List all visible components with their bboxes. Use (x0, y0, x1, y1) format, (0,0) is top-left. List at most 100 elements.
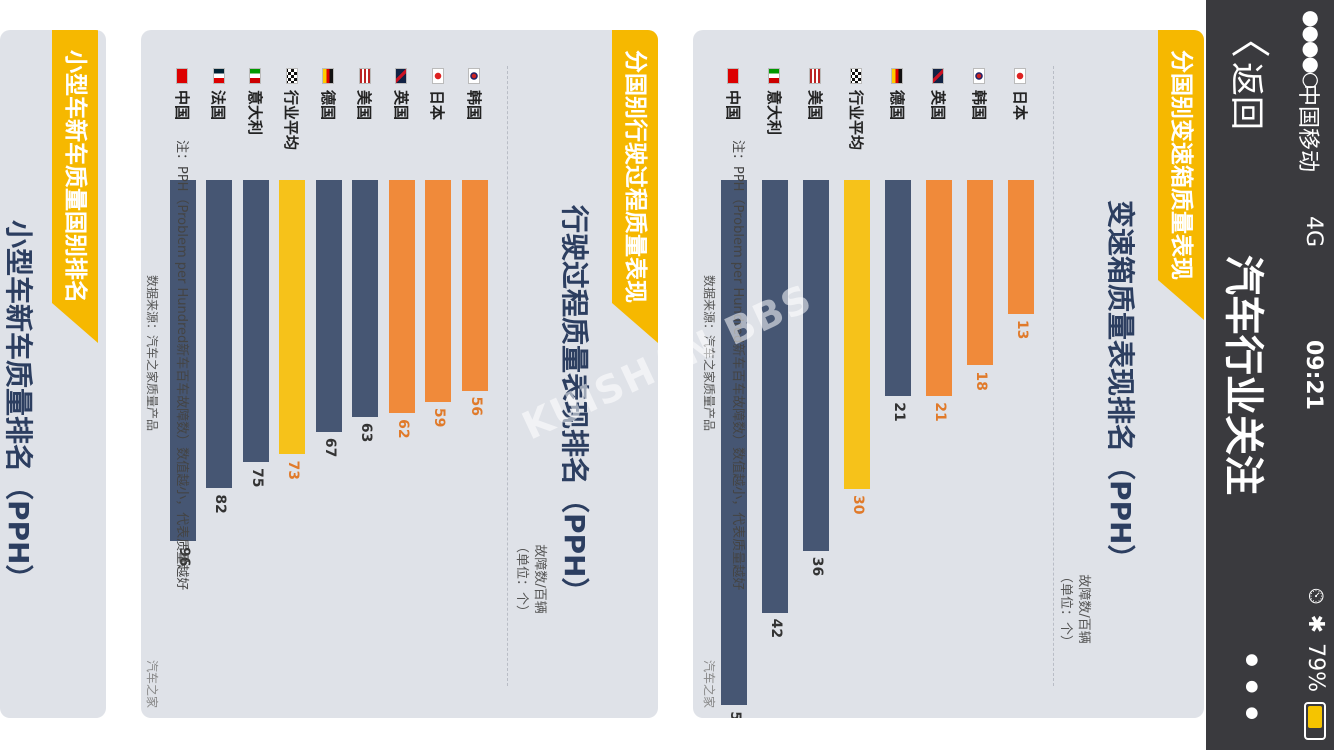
flag-icon (395, 68, 408, 84)
chart-title: 小型车新车质量排名（PPH） (2, 220, 35, 593)
category-name: 行业平均 (282, 90, 301, 151)
bar-value-label: 36 (809, 556, 825, 577)
more-icon[interactable]: ••• (1227, 648, 1273, 728)
category-name: 日本 (1011, 90, 1029, 121)
category-label: 行业平均 (282, 68, 303, 150)
category-name: 英国 (392, 90, 410, 121)
category-name: 法国 (209, 90, 228, 121)
category-label: 韩国 (969, 68, 990, 120)
bar-value-label: 51 (727, 711, 743, 718)
battery-icon (1304, 702, 1327, 740)
bar-value-label: 56 (468, 396, 484, 417)
bar-value-label: 30 (850, 495, 866, 515)
battery-percent: 79% (1303, 643, 1328, 692)
brand-label: 汽车之家 (145, 660, 159, 709)
bar-value-label: 13 (1014, 319, 1030, 340)
flag-icon (322, 68, 335, 84)
category-name: 美国 (355, 90, 374, 121)
chart-card-small-car: 小型车新车质量国别排名 小型车新车质量排名（PPH） (0, 30, 106, 718)
page-title: 汽车行业关注 (1220, 255, 1266, 495)
flag-icon (932, 68, 945, 84)
data-source: 数据来源：汽车之家质量产品 (145, 275, 159, 432)
category-name: 意大利 (246, 90, 264, 136)
bar (803, 180, 829, 551)
category-label: 德国 (887, 68, 908, 120)
flag-icon (768, 68, 781, 84)
bar (279, 180, 306, 455)
bar (243, 180, 269, 462)
bar-value-label: 21 (932, 402, 948, 422)
flag-icon (432, 68, 444, 84)
bar-value-label: 82 (212, 494, 229, 514)
category-name: 德国 (319, 90, 337, 121)
bar (462, 180, 488, 391)
bar (926, 180, 952, 397)
flag-icon (1014, 68, 1027, 84)
bar (1008, 180, 1034, 314)
category-label: 日本 (428, 68, 449, 120)
bar (206, 180, 233, 489)
bar-value-label: 59 (431, 407, 448, 428)
category-label: 德国 (318, 68, 339, 120)
chart-card-driving: 分国别行驶过程质量表现 行驶过程质量表现排名（PPH） 故障数/百辆 （单位：个） 韩国… (141, 30, 658, 718)
bar (316, 180, 342, 432)
unit-label: 故障数/百辆 （单位：个） (1056, 570, 1092, 648)
category-name: 中国 (173, 90, 191, 121)
category-name: 意大利 (765, 90, 783, 136)
bar-value-label: 18 (973, 371, 989, 391)
unit-line: （单位：个） (1058, 570, 1073, 649)
category-label: 法国 (209, 68, 230, 120)
category-name: 德国 (888, 90, 906, 121)
bar (425, 180, 452, 402)
bluetooth-icon: ✱ (1303, 614, 1328, 634)
flag-icon (727, 68, 740, 84)
brand-label: 汽车之家 (702, 660, 716, 709)
bar (389, 180, 415, 414)
unit-line: 故障数/百辆 (532, 544, 547, 614)
bar (885, 180, 911, 397)
category-name: 韩国 (465, 90, 483, 121)
category-label: 英国 (928, 68, 949, 120)
bar-value-label: 42 (768, 618, 784, 639)
chart-note: 注：PPH（Problem per Hundred新车百车故障数）数值越小，代表… (174, 140, 189, 591)
bar (352, 180, 379, 417)
card-banner: 分国别行驶过程质量表现 (612, 30, 658, 303)
bar-value-label: 67 (322, 437, 338, 458)
category-label: 中国 (723, 68, 744, 120)
nav-bar: 〈 返回 汽车行业关注 ••• (1206, 0, 1294, 750)
bar-value-label: 63 (358, 422, 375, 443)
flag-icon (468, 68, 481, 84)
flag-icon (359, 68, 371, 84)
category-name: 英国 (929, 90, 947, 121)
flag-icon (891, 68, 904, 84)
category-label: 意大利 (764, 68, 785, 135)
bar (967, 180, 993, 366)
category-label: 中国 (172, 68, 193, 120)
card-banner: 小型车新车质量国别排名 (52, 30, 98, 303)
flag-icon (809, 68, 822, 84)
category-label: 意大利 (245, 68, 266, 135)
category-label: 日本 (1010, 68, 1031, 120)
bar (762, 180, 788, 613)
app-header: ●●●●○ 中国移动 4G 09:21 ⏲ ✱ 79% 〈 返回 汽车行业关注 … (1206, 0, 1334, 750)
category-label: 行业平均 (846, 68, 867, 150)
category-label: 韩国 (464, 68, 485, 120)
bar-value-label: 73 (285, 460, 302, 480)
category-name: 日本 (428, 90, 447, 121)
category-name: 美国 (806, 90, 824, 121)
divider (507, 66, 508, 686)
chart-card-transmission: 分国别变速箱质量表现 变速箱质量表现排名（PPH） 故障数/百辆 （单位：个） 日本 13… (693, 30, 1204, 718)
alarm-icon: ⏲ (1303, 587, 1328, 605)
flag-icon (286, 68, 298, 84)
flag-icon (249, 68, 262, 84)
category-label: 美国 (355, 68, 376, 120)
unit-line: 故障数/百辆 (1076, 574, 1091, 644)
category-name: 中国 (724, 90, 742, 121)
bar-value-label: 62 (395, 419, 411, 439)
unit-label: 故障数/百辆 （单位：个） (512, 540, 548, 618)
flag-icon (213, 68, 225, 84)
chart-note: 注：PPH（Problem per Hundred新车百车故障数）数值越小，代表… (730, 140, 745, 591)
flag-icon (850, 68, 863, 84)
category-name: 韩国 (970, 90, 988, 121)
bar-value-label: 75 (249, 468, 265, 488)
